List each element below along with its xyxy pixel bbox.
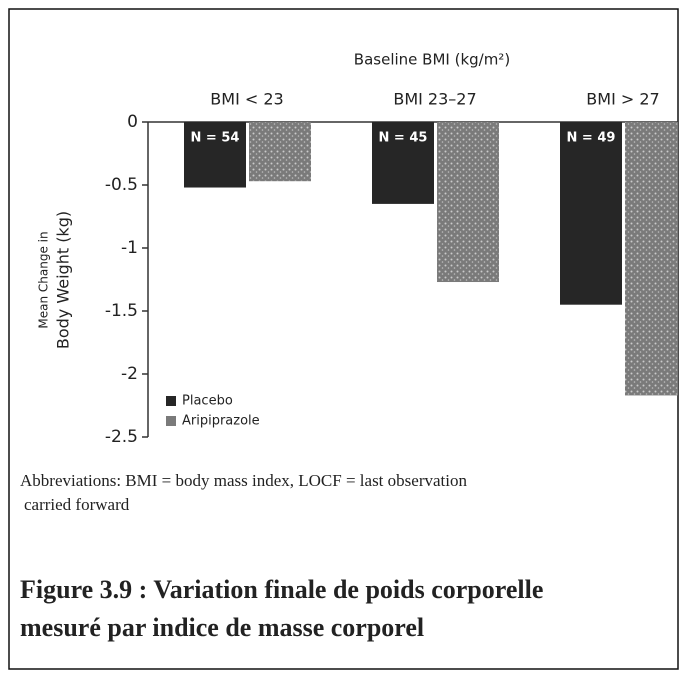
legend-label: Aripiprazole [182, 414, 260, 429]
x-tick-label: BMI < 23 [210, 90, 283, 109]
note: Abbreviations: BMI = body mass index, LO… [20, 471, 467, 490]
bar-texture [437, 122, 499, 283]
bar-texture [625, 122, 678, 396]
y-tick-label: -1 [121, 238, 138, 258]
bar-texture [249, 122, 311, 182]
note: carried forward [24, 495, 130, 514]
bar-label: N = 54 [191, 131, 240, 146]
legend-label: Placebo [182, 394, 233, 409]
caption: mesuré par indice de masse corporel [20, 613, 424, 642]
y-tick-label: -0.5 [105, 175, 138, 195]
legend-swatch [166, 416, 176, 426]
y-tick-label: -2.5 [105, 427, 138, 447]
bar [372, 122, 434, 204]
caption: Figure 3.9 : Variation finale de poids c… [20, 575, 543, 604]
x-tick-label: BMI 23–27 [393, 90, 476, 109]
chart-title: Baseline BMI (kg/m²) [354, 51, 510, 69]
y-tick-label: -2 [121, 364, 138, 384]
y-tick-label: -1.5 [105, 301, 138, 321]
bar-label: N = 45 [379, 131, 428, 146]
frame [8, 8, 679, 670]
y-axis-label: Mean Change in [37, 231, 51, 328]
bar [184, 122, 246, 188]
x-tick-label: BMI > 27 [586, 90, 659, 109]
legend-swatch [166, 396, 176, 406]
y-tick-label: 0 [127, 112, 138, 132]
y-axis-label: Body Weight (kg) [54, 211, 73, 349]
bar-label: N = 49 [567, 131, 616, 146]
bar [560, 122, 622, 305]
